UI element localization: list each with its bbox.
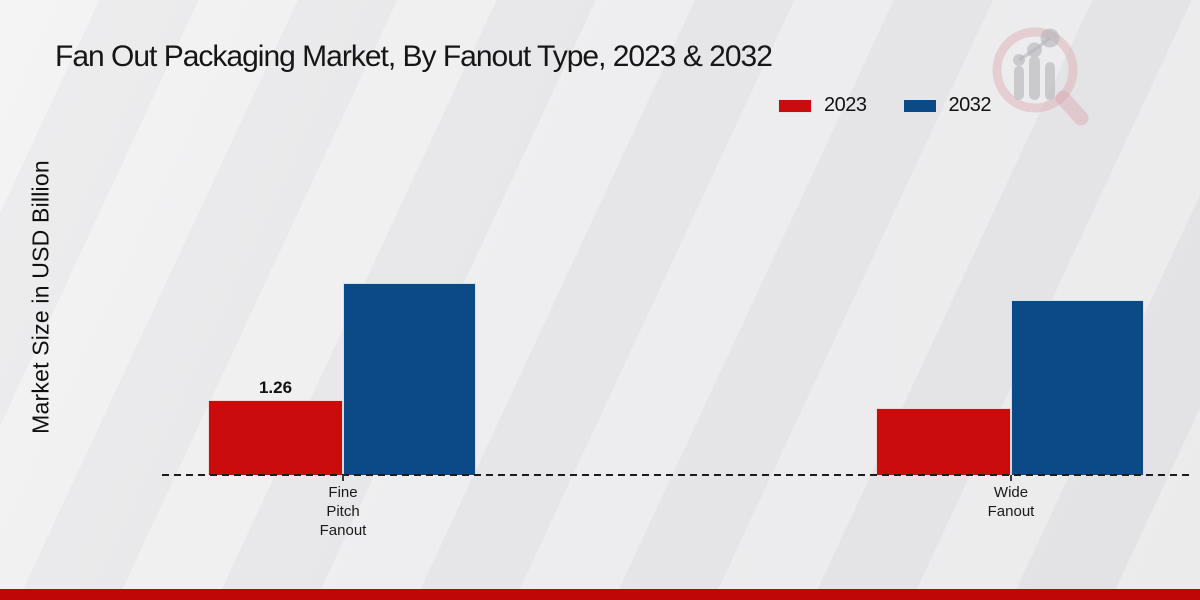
- footer-accent-bar: [0, 589, 1200, 600]
- tick-line: Pitch: [326, 503, 360, 520]
- legend-swatch-2032: [902, 98, 937, 113]
- legend-item-2032: 2032: [902, 94, 992, 117]
- legend-swatch-2023: [778, 98, 812, 113]
- bar-2023-fine-pitch-fanout: 1.26: [208, 378, 343, 475]
- legend-label-2032: 2032: [948, 94, 992, 116]
- legend-item-2023: 2023: [778, 94, 867, 117]
- x-tick-label-wide-fanout: Wide Fanout: [931, 483, 1091, 521]
- chart-title: Fan Out Packaging Market, By Fanout Type…: [55, 40, 773, 73]
- bar-group-fine-pitch-fanout: 1.26: [208, 283, 476, 475]
- tick-line: Wide: [993, 484, 1029, 501]
- bar-2032-fine-pitch-fanout: [343, 283, 476, 475]
- x-tick-wide-fanout: [1010, 475, 1012, 481]
- bar-value-label: 1.26: [258, 378, 293, 397]
- bar-2023-wide-fanout: [876, 408, 1011, 475]
- x-tick-fine-pitch-fanout: [342, 475, 344, 481]
- tick-line: Fanout: [319, 522, 367, 539]
- magnifier-bar-chart-logo-icon: [992, 27, 1089, 126]
- legend-label-2023: 2023: [824, 94, 867, 116]
- tick-line: Fanout: [987, 503, 1035, 520]
- legend: 2023 2032: [778, 94, 991, 117]
- bar-2032-wide-fanout: [1011, 300, 1144, 475]
- tick-line: Fine: [328, 484, 358, 501]
- bar-group-wide-fanout: [876, 300, 1144, 475]
- x-tick-label-fine-pitch-fanout: Fine Pitch Fanout: [263, 483, 423, 540]
- x-axis-baseline: [162, 474, 1191, 476]
